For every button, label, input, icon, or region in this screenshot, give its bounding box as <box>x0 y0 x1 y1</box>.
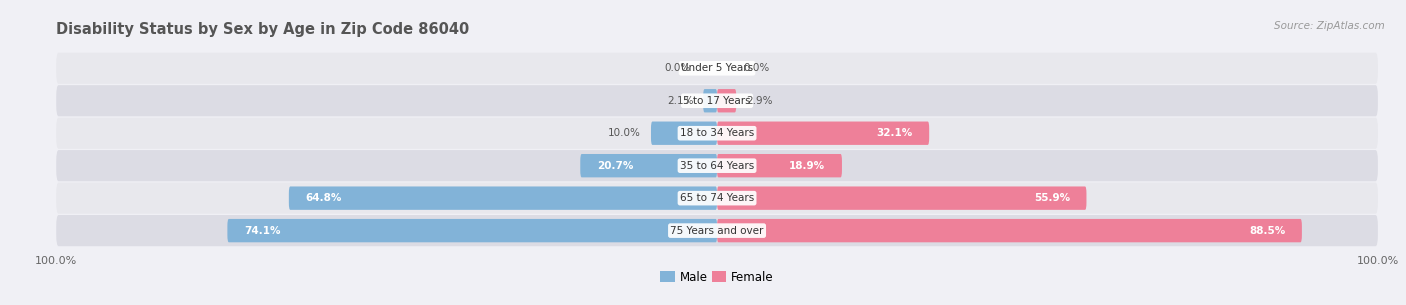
FancyBboxPatch shape <box>717 154 842 178</box>
FancyBboxPatch shape <box>56 183 1378 214</box>
Text: 2.9%: 2.9% <box>747 96 773 106</box>
Text: 10.0%: 10.0% <box>609 128 641 138</box>
Text: Source: ZipAtlas.com: Source: ZipAtlas.com <box>1274 21 1385 31</box>
FancyBboxPatch shape <box>717 219 1302 242</box>
Text: 20.7%: 20.7% <box>596 161 633 171</box>
Text: 32.1%: 32.1% <box>876 128 912 138</box>
Text: Under 5 Years: Under 5 Years <box>681 63 754 73</box>
FancyBboxPatch shape <box>56 85 1378 116</box>
FancyBboxPatch shape <box>56 118 1378 149</box>
Text: 18 to 34 Years: 18 to 34 Years <box>681 128 754 138</box>
FancyBboxPatch shape <box>56 53 1378 84</box>
Text: 88.5%: 88.5% <box>1249 226 1285 236</box>
FancyBboxPatch shape <box>288 186 717 210</box>
Text: 55.9%: 55.9% <box>1033 193 1070 203</box>
Text: 0.0%: 0.0% <box>744 63 769 73</box>
FancyBboxPatch shape <box>717 89 737 113</box>
Text: 75 Years and over: 75 Years and over <box>671 226 763 236</box>
FancyBboxPatch shape <box>717 186 1087 210</box>
Text: 2.1%: 2.1% <box>666 96 693 106</box>
FancyBboxPatch shape <box>228 219 717 242</box>
Text: 18.9%: 18.9% <box>789 161 825 171</box>
FancyBboxPatch shape <box>651 121 717 145</box>
Text: 64.8%: 64.8% <box>305 193 342 203</box>
FancyBboxPatch shape <box>56 150 1378 181</box>
Text: 74.1%: 74.1% <box>243 226 280 236</box>
Text: Disability Status by Sex by Age in Zip Code 86040: Disability Status by Sex by Age in Zip C… <box>56 23 470 38</box>
Legend: Male, Female: Male, Female <box>655 266 779 289</box>
FancyBboxPatch shape <box>581 154 717 178</box>
Text: 0.0%: 0.0% <box>665 63 690 73</box>
Text: 35 to 64 Years: 35 to 64 Years <box>681 161 754 171</box>
Text: 5 to 17 Years: 5 to 17 Years <box>683 96 751 106</box>
FancyBboxPatch shape <box>717 121 929 145</box>
FancyBboxPatch shape <box>703 89 717 113</box>
FancyBboxPatch shape <box>56 215 1378 246</box>
Text: 65 to 74 Years: 65 to 74 Years <box>681 193 754 203</box>
